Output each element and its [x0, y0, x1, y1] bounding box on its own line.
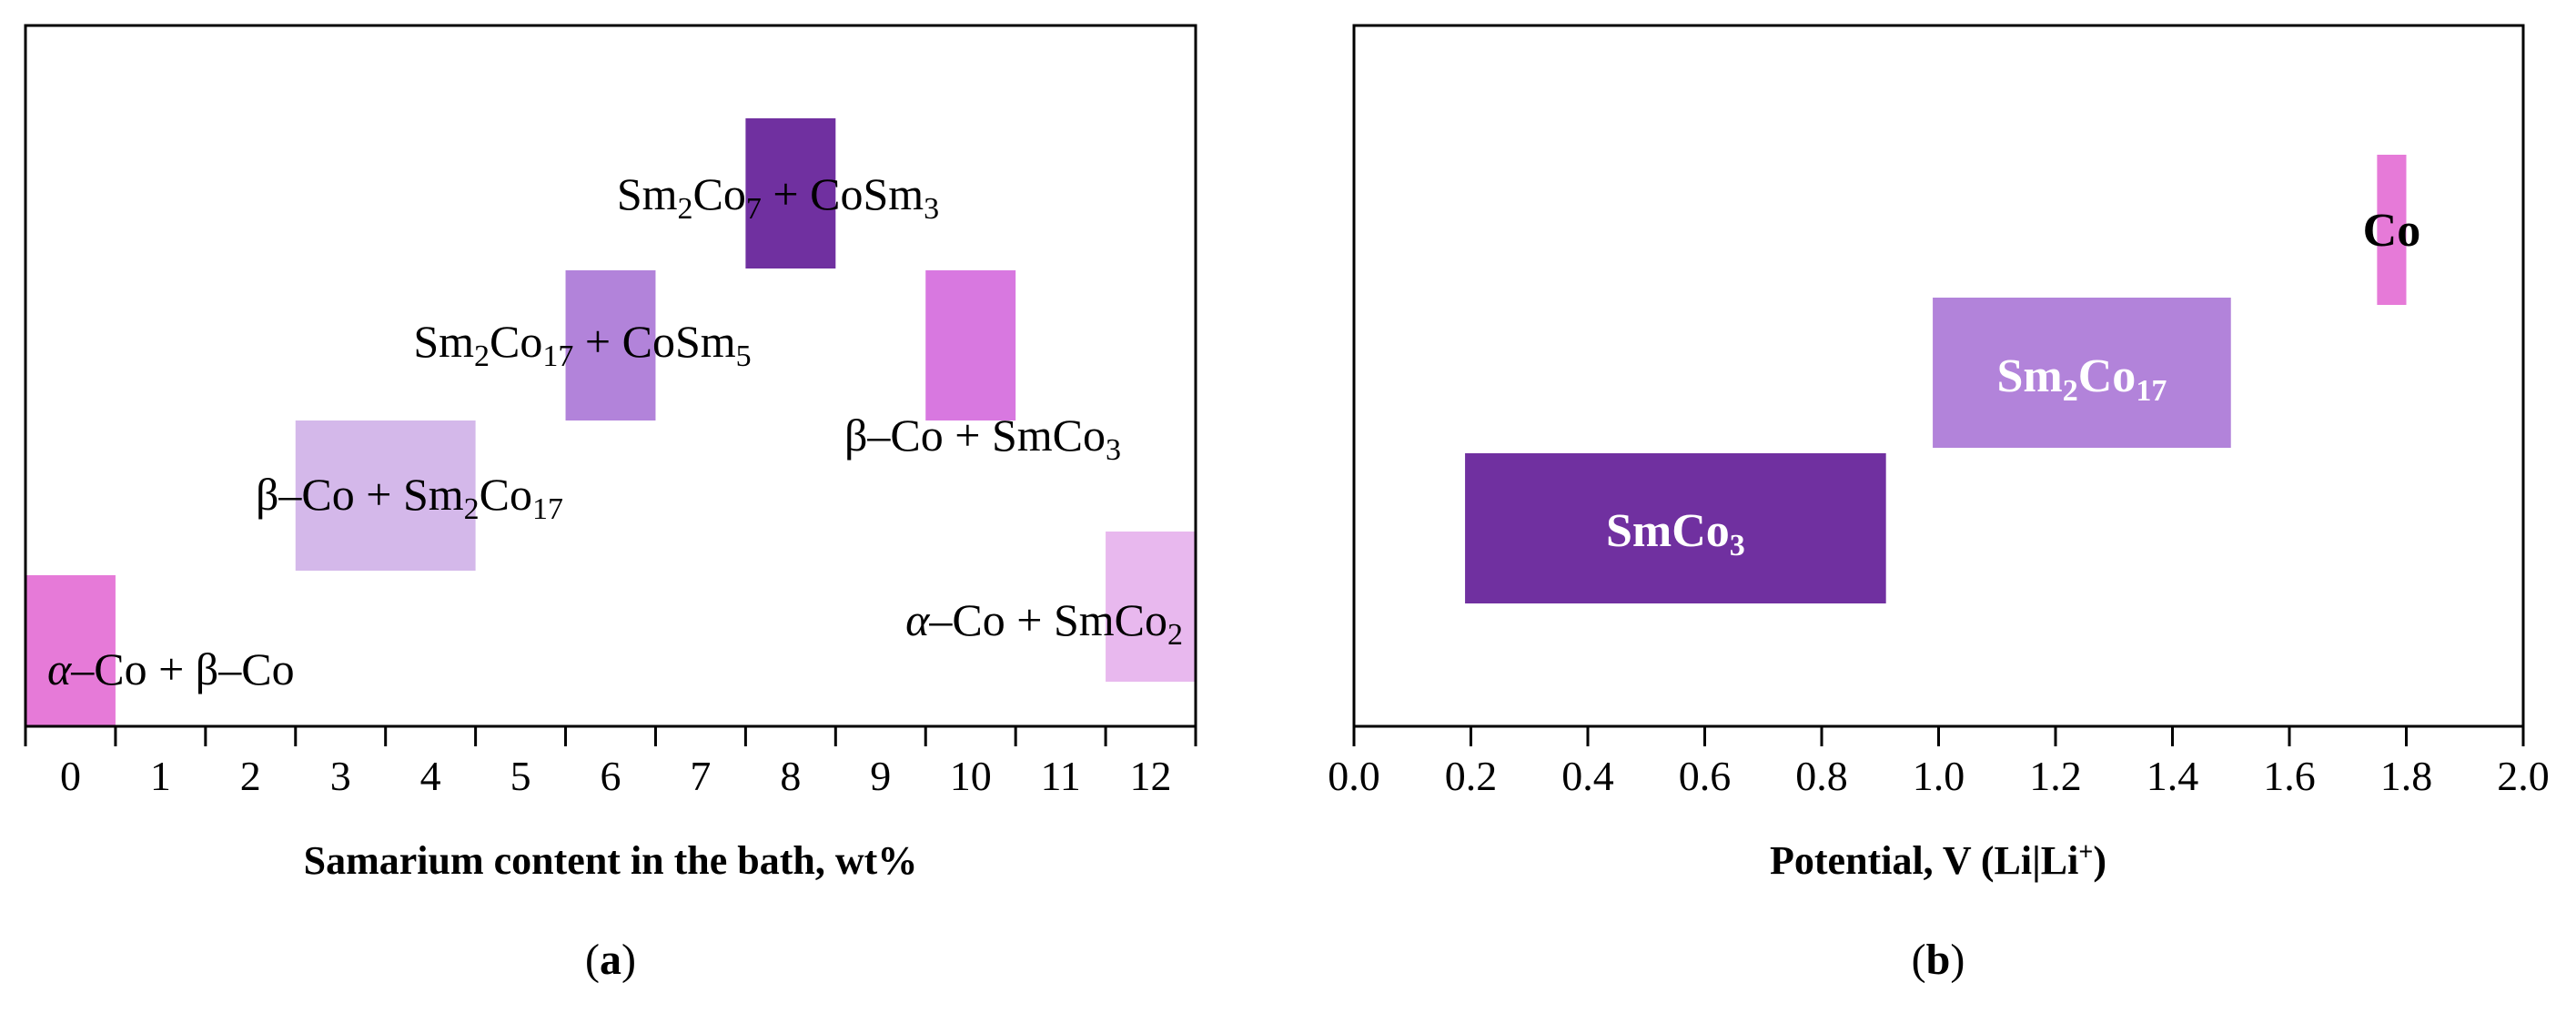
- panel-a-label-5: α–Co + SmCo2: [905, 594, 1183, 652]
- panel-b-tick-label: 0.8: [1795, 753, 1848, 799]
- panel-b: 0.0 0.2 0.4 0.6 0.8 1.0 1.2 1.4 1.6 1.8 2.0 SmCo3 S…: [1328, 24, 2550, 984]
- panel-b-label-0: SmCo3: [1606, 505, 1745, 562]
- panel-b-caption: (b): [1912, 936, 1965, 984]
- panel-b-bar-2: [2377, 155, 2407, 305]
- panel-b-tick-label: 1.0: [1913, 753, 1965, 799]
- panel-b-tick-label: 1.6: [2263, 753, 2316, 799]
- panel-b-tick-label: 0.0: [1328, 753, 1380, 799]
- panel-a-bar-2: [565, 270, 656, 420]
- panel-a-tick-label: 6: [601, 753, 621, 799]
- panel-a-tick-label: 4: [420, 753, 441, 799]
- panel-a-tick-label: 10: [950, 753, 992, 799]
- panel-b-bar-1: [1933, 298, 2231, 448]
- panel-a-label-4: β–Co + SmCo3: [844, 410, 1121, 467]
- panel-a-tick-label: 12: [1130, 753, 1172, 799]
- panel-b-tick-label: 0.6: [1679, 753, 1732, 799]
- panel-b-tick-label: 0.2: [1445, 753, 1498, 799]
- panel-a-tick-label: 5: [510, 753, 531, 799]
- panel-b-tick-label: 2.0: [2497, 753, 2550, 799]
- panel-b-bar-0: [1465, 453, 1886, 603]
- panel-a-bar-1: [295, 420, 476, 571]
- panel-a-label-0: α–Co + β–Co: [47, 643, 295, 694]
- panel-b-tick-label: 0.4: [1561, 753, 1614, 799]
- panel-a-bar-5: [1106, 532, 1196, 682]
- panel-a-tick-label: 7: [690, 753, 711, 799]
- panel-a-tick-label: 2: [240, 753, 261, 799]
- panel-b-tick-label: 1.2: [2029, 753, 2082, 799]
- panel-a-frame: [24, 24, 1197, 728]
- panel-a-label-1: β–Co + Sm2Co17: [256, 469, 563, 526]
- panel-a: 0 1 2 3 4 5 6 7 8 9 10 11 12 α–Co + β–Coβ–Co + Sm2Co…: [24, 24, 1197, 984]
- panel-a-xlabel: Samarium content in the bath, wt%: [304, 838, 918, 883]
- panel-b-label-2: Co: [2363, 205, 2421, 257]
- panel-a-tick-label: 8: [780, 753, 801, 799]
- panel-a-tick-label: 11: [1040, 753, 1080, 799]
- panel-a-tick-label: 0: [60, 753, 81, 799]
- panel-a-label-3: Sm2Co7 + CoSm3: [617, 168, 939, 226]
- panel-b-xlabel: Potential, V (Li|Li+): [1770, 838, 2106, 884]
- panel-a-label-2: Sm2Co17 + CoSm5: [413, 316, 751, 373]
- panel-a-caption: (a): [585, 936, 636, 984]
- panel-a-tick-label: 9: [870, 753, 891, 799]
- panel-b-tick-label: 1.8: [2380, 753, 2433, 799]
- panel-a-bar-3: [745, 118, 836, 268]
- panel-a-bar-0: [25, 575, 116, 725]
- panel-a-tick-label: 1: [150, 753, 171, 799]
- panel-a-tick-label: 3: [330, 753, 351, 799]
- panel-b-tick-label: 1.4: [2147, 753, 2199, 799]
- panel-b-label-1: Sm2Co17: [1997, 350, 2167, 408]
- panel-a-bar-4: [925, 270, 1016, 420]
